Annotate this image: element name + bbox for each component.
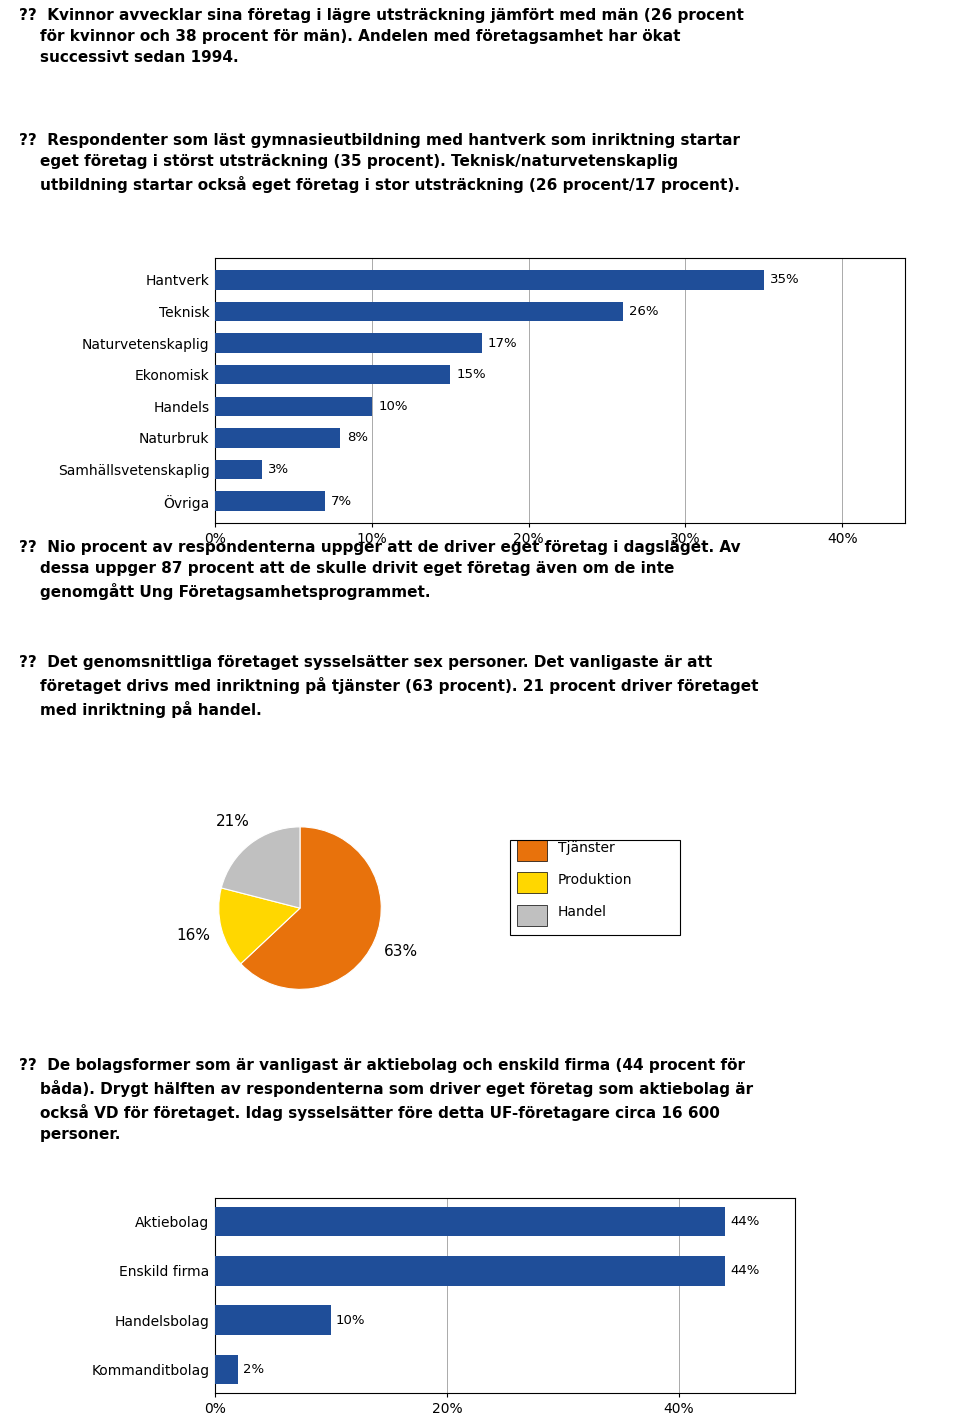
Bar (215, 428, 341, 448)
Text: ??  Det genomsnittliga företaget sysselsätter sex personer. Det vanligaste är at: ?? Det genomsnittliga företaget sysselsä… (19, 655, 758, 718)
Text: 2%: 2% (243, 1363, 264, 1375)
Bar (516, 872, 547, 893)
Bar (215, 333, 482, 353)
Wedge shape (219, 888, 300, 964)
Text: ??  Nio procent av respondenterna uppger att de driver eget företag i dagsläget.: ?? Nio procent av respondenterna uppger … (19, 540, 741, 600)
Text: 17%: 17% (488, 336, 517, 350)
Bar (215, 302, 623, 322)
Text: 8%: 8% (347, 431, 368, 444)
Text: 7%: 7% (331, 495, 352, 508)
Text: ??  Kvinnor avvecklar sina företag i lägre utsträckning jämfört med män (26 proc: ?? Kvinnor avvecklar sina företag i lägr… (19, 9, 744, 65)
Text: 44%: 44% (730, 1265, 759, 1278)
Text: 35%: 35% (770, 274, 800, 286)
Bar (516, 905, 547, 926)
Text: ??  De bolagsformer som är vanligast är aktiebolag och enskild firma (44 procent: ?? De bolagsformer som är vanligast är a… (19, 1058, 754, 1141)
Text: 26%: 26% (629, 305, 659, 318)
Text: 44%: 44% (730, 1215, 759, 1228)
Wedge shape (222, 827, 300, 908)
Bar (215, 1354, 238, 1384)
Bar (215, 1207, 726, 1236)
Text: 3%: 3% (268, 464, 290, 476)
Text: Produktion: Produktion (558, 873, 632, 886)
Text: 16%: 16% (177, 927, 211, 943)
Text: Handel: Handel (558, 905, 607, 919)
Bar (215, 397, 372, 415)
Text: 10%: 10% (378, 400, 408, 413)
Bar (215, 269, 764, 289)
Text: 15%: 15% (457, 369, 486, 381)
Bar (215, 459, 262, 479)
Text: ??  Respondenter som läst gymnasieutbildning med hantverk som inriktning startar: ?? Respondenter som läst gymnasieutbildn… (19, 133, 740, 193)
Bar (516, 839, 547, 861)
Text: 21%: 21% (216, 814, 250, 830)
Bar (215, 364, 450, 384)
Bar (215, 492, 324, 510)
Bar (215, 1306, 331, 1334)
Bar (215, 1256, 726, 1286)
Text: 63%: 63% (384, 944, 418, 959)
Wedge shape (241, 827, 381, 990)
Text: 10%: 10% (336, 1313, 365, 1327)
Text: Tjänster: Tjänster (558, 841, 614, 855)
